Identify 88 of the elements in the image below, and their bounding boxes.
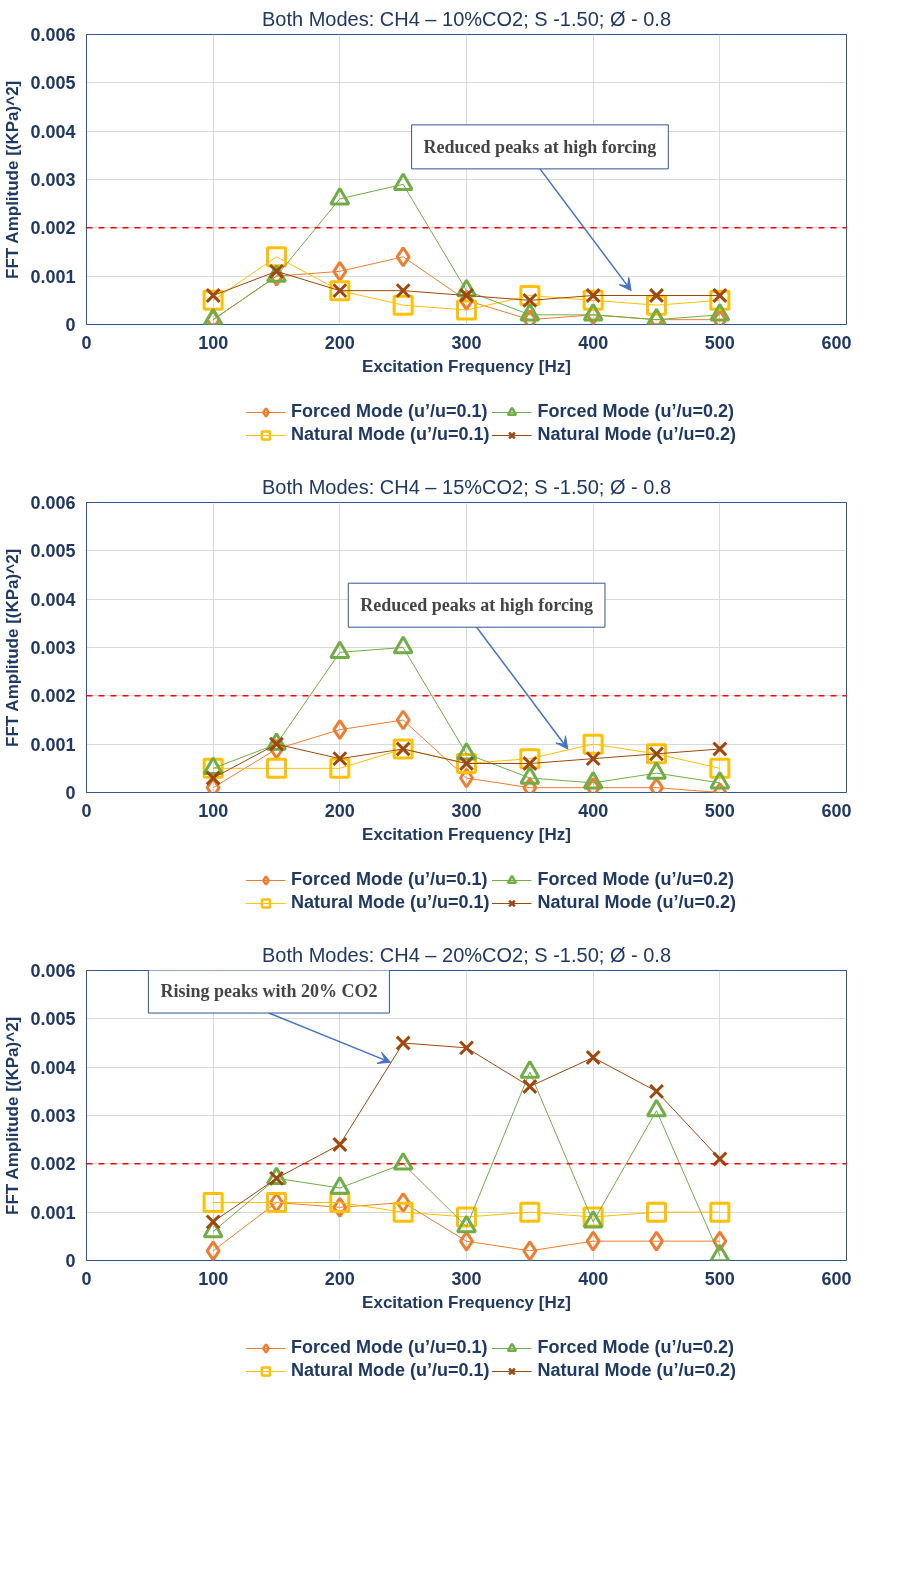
x-axis-title: Excitation Frequency [Hz] bbox=[362, 356, 571, 376]
point bbox=[585, 1230, 601, 1252]
point bbox=[648, 1083, 665, 1100]
y-tick-label: 0.002 bbox=[30, 1154, 76, 1175]
point bbox=[392, 1201, 414, 1223]
x-tick-label: 100 bbox=[198, 332, 229, 353]
legend-label: Forced Mode (u’/u=0.2) bbox=[537, 1337, 735, 1358]
x-tick-label: 400 bbox=[578, 1268, 609, 1289]
legend-label: Forced Mode (u’/u=0.1) bbox=[290, 869, 488, 890]
legend-label: Forced Mode (u’/u=0.2) bbox=[537, 869, 735, 890]
point bbox=[205, 1213, 222, 1230]
point bbox=[646, 1201, 667, 1223]
x-tick-label: 300 bbox=[451, 332, 482, 353]
y-tick-label: 0.004 bbox=[30, 1057, 76, 1078]
point bbox=[392, 294, 414, 316]
y-tick-label: 0.005 bbox=[30, 541, 76, 562]
y-tick-label: 0.003 bbox=[30, 1106, 76, 1126]
point bbox=[458, 1039, 475, 1056]
x-tick-label: 0 bbox=[81, 1268, 92, 1289]
legend-label: Forced Mode (u’/u=0.1) bbox=[290, 401, 488, 422]
annotation: Reduced peaks at high forcing bbox=[360, 595, 593, 616]
annotation: Rising peaks with 20% CO2 bbox=[160, 981, 378, 1002]
y-axis-title: FFT Amplitude [(KPa)^2] bbox=[3, 548, 23, 747]
x-tick-label: 500 bbox=[704, 332, 735, 353]
point bbox=[456, 299, 477, 321]
y-tick-label: 0.005 bbox=[30, 1009, 76, 1030]
point bbox=[585, 1049, 602, 1066]
point bbox=[331, 1136, 348, 1153]
x-tick-label: 500 bbox=[704, 800, 735, 821]
y-tick-label: 0.002 bbox=[30, 218, 76, 239]
y-tick-label: 0.001 bbox=[30, 1202, 76, 1223]
x-axis-title: Excitation Frequency [Hz] bbox=[362, 824, 571, 844]
x-axis-title: Excitation Frequency [Hz] bbox=[362, 1292, 571, 1312]
legend-label: Natural Mode (u’/u=0.1) bbox=[290, 892, 490, 913]
x-tick-label: 0 bbox=[81, 332, 92, 353]
point bbox=[522, 1240, 538, 1261]
legend-label: Forced Mode (u’/u=0.1) bbox=[290, 1337, 488, 1358]
x-tick-label: 200 bbox=[324, 800, 355, 821]
y-tick-label: 0.006 bbox=[30, 493, 76, 513]
point bbox=[519, 1201, 541, 1223]
x-tick-label: 100 bbox=[198, 1268, 229, 1289]
y-axis-title: FFT Amplitude [(KPa)^2] bbox=[3, 1016, 23, 1215]
y-tick-label: 0.002 bbox=[30, 686, 76, 707]
y-tick-label: 0.004 bbox=[30, 121, 76, 142]
y-tick-label: 0.003 bbox=[30, 170, 76, 190]
x-tick-label: 0 bbox=[81, 800, 92, 821]
legend-label: Natural Mode (u’/u=0.1) bbox=[290, 1360, 490, 1381]
x-tick-label: 200 bbox=[324, 1268, 355, 1289]
x-tick-label: 300 bbox=[451, 800, 482, 821]
chart-title: Both Modes: CH4 – 15%CO2; S -1.50; Ø - 0.8 bbox=[261, 475, 672, 498]
y-tick-label: 0.005 bbox=[30, 73, 76, 94]
y-tick-label: 0.003 bbox=[30, 638, 76, 658]
legend-label: Natural Mode (u’/u=0.2) bbox=[537, 892, 737, 913]
x-tick-label: 100 bbox=[198, 800, 229, 821]
legend-label: Natural Mode (u’/u=0.2) bbox=[537, 1360, 737, 1381]
point bbox=[332, 260, 348, 282]
x-tick-label: 600 bbox=[821, 332, 852, 353]
x-tick-label: 600 bbox=[821, 1268, 852, 1289]
chart-title: Both Modes: CH4 – 10%CO2; S -1.50; Ø - 0.8 bbox=[261, 7, 672, 30]
legend-label: Natural Mode (u’/u=0.2) bbox=[537, 424, 737, 445]
legend-label: Natural Mode (u’/u=0.1) bbox=[290, 424, 490, 445]
x-tick-label: 500 bbox=[704, 1268, 735, 1289]
x-tick-label: 400 bbox=[578, 800, 609, 821]
chart-title: Both Modes: CH4 – 20%CO2; S -1.50; Ø - 0.8 bbox=[261, 943, 672, 966]
point bbox=[648, 287, 665, 304]
y-tick-label: 0.006 bbox=[30, 961, 76, 981]
point bbox=[395, 282, 412, 299]
point bbox=[202, 1192, 224, 1213]
y-tick-label: 0 bbox=[65, 1251, 76, 1271]
point bbox=[458, 287, 475, 304]
y-tick-label: 0 bbox=[65, 315, 76, 335]
x-tick-label: 300 bbox=[451, 1268, 482, 1289]
y-tick-label: 0.001 bbox=[30, 734, 76, 755]
point bbox=[395, 1035, 412, 1051]
y-tick-label: 0.004 bbox=[30, 589, 76, 610]
annotation: Reduced peaks at high forcing bbox=[423, 136, 657, 157]
legend-label: Forced Mode (u’/u=0.2) bbox=[537, 401, 735, 422]
point bbox=[709, 1201, 731, 1223]
y-tick-label: 0.001 bbox=[30, 266, 76, 287]
x-tick-label: 600 bbox=[821, 800, 852, 821]
y-tick-label: 0.006 bbox=[30, 25, 76, 45]
y-axis-title: FFT Amplitude [(KPa)^2] bbox=[3, 80, 23, 279]
y-tick-label: 0 bbox=[65, 783, 76, 803]
point bbox=[395, 246, 411, 268]
x-tick-label: 400 bbox=[578, 332, 609, 353]
x-tick-label: 200 bbox=[324, 332, 355, 353]
point bbox=[205, 1240, 221, 1261]
point bbox=[521, 1078, 538, 1095]
